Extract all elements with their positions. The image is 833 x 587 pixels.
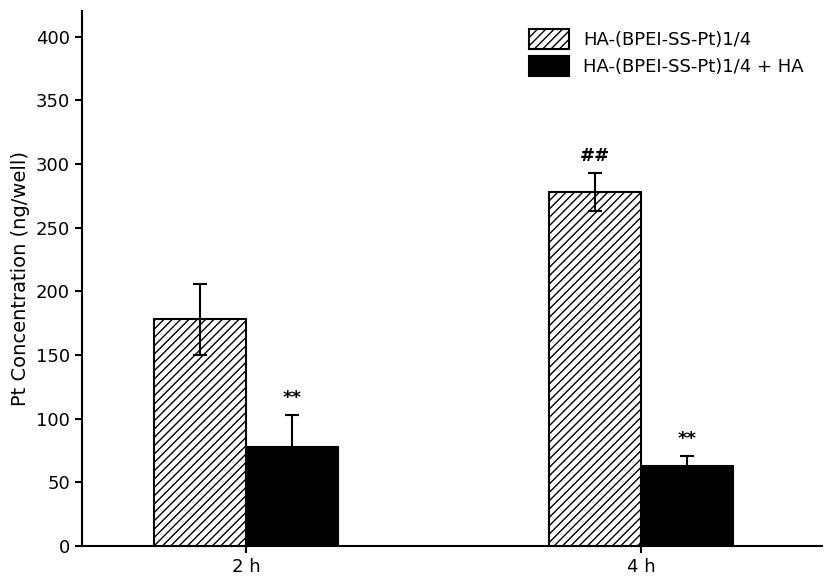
Bar — [247, 447, 338, 546]
Bar — [549, 192, 641, 546]
Bar — [154, 319, 247, 546]
Legend: HA-(BPEI-SS-Pt)1/4, HA-(BPEI-SS-Pt)1/4 + HA: HA-(BPEI-SS-Pt)1/4, HA-(BPEI-SS-Pt)1/4 +… — [520, 20, 813, 85]
Y-axis label: Pt Concentration (ng/well): Pt Concentration (ng/well) — [11, 151, 30, 406]
Text: **: ** — [282, 389, 302, 407]
Bar — [641, 466, 733, 546]
Text: **: ** — [677, 430, 696, 448]
Text: ##: ## — [580, 147, 610, 165]
